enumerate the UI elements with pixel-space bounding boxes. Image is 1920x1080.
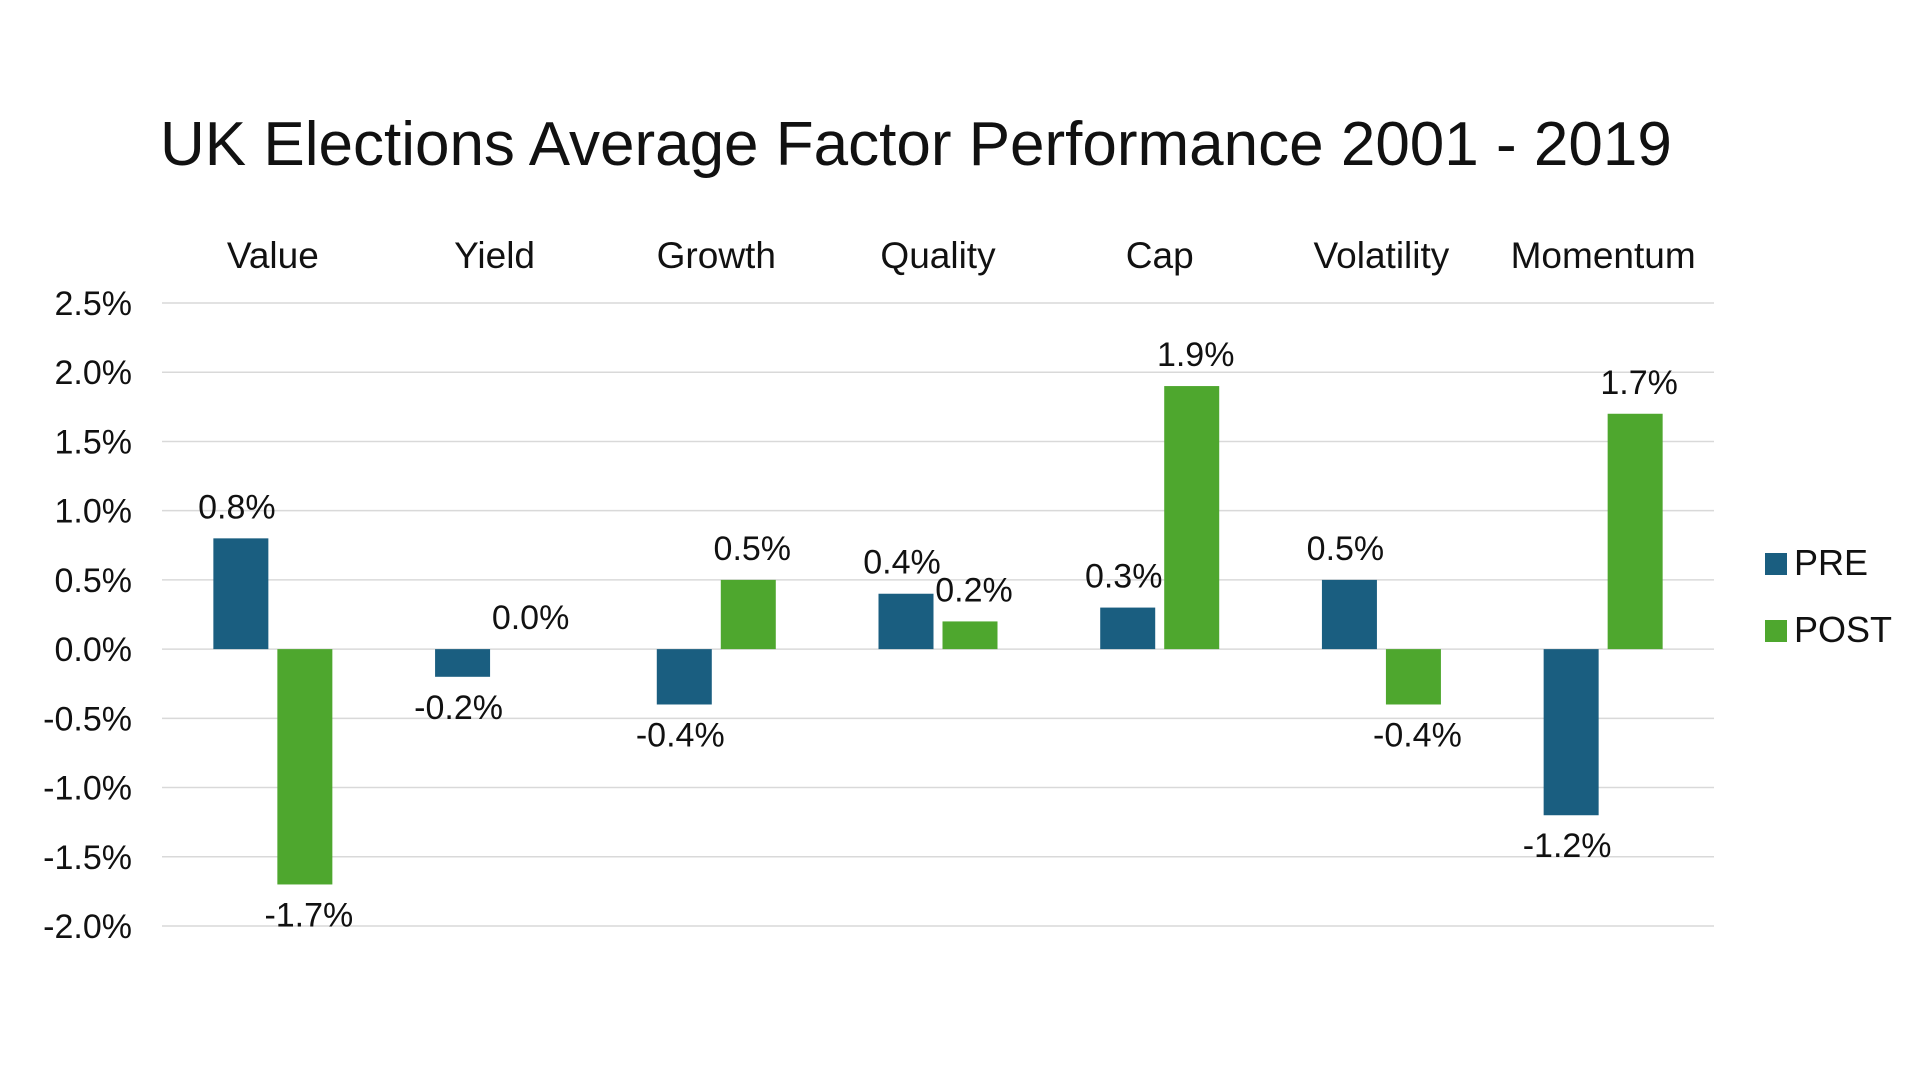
- bar-pre-yield: [435, 649, 491, 677]
- bar-post-volatility: [1385, 649, 1441, 705]
- category-label: Yield: [454, 235, 535, 276]
- legend-swatch-post: [1765, 620, 1787, 642]
- category-label: Value: [227, 235, 319, 276]
- legend-swatch-pre: [1765, 553, 1787, 575]
- data-label: 0.2%: [935, 571, 1013, 609]
- category-labels: Value Yield Growth Quality Cap Volatility Mome…: [227, 235, 1696, 276]
- bar-pre-cap: [1100, 607, 1156, 650]
- bar-post-cap: [1164, 386, 1220, 650]
- bar-pre-growth: [656, 649, 712, 705]
- category-label: Volatility: [1314, 235, 1450, 276]
- y-tick-label: -0.5%: [43, 700, 132, 738]
- data-label: -0.4%: [636, 716, 725, 754]
- data-label: -0.4%: [1373, 716, 1462, 754]
- data-label: -0.2%: [414, 689, 503, 727]
- data-labels: 0.8% -0.2% -0.4% 0.4% 0.3% 0.5% -1.2% -1.7% 0.0%…: [198, 336, 1678, 934]
- y-tick-label: 2.5%: [55, 285, 133, 323]
- data-label: 0.5%: [714, 530, 792, 568]
- y-tick-label: -1.5%: [43, 839, 132, 877]
- data-label: 1.9%: [1157, 336, 1235, 374]
- data-label: 1.7%: [1600, 364, 1678, 402]
- y-tick-label: 0.0%: [55, 631, 133, 669]
- data-label: 0.4%: [863, 544, 941, 582]
- bar-pre-value: [213, 538, 269, 650]
- bar-post-momentum: [1607, 413, 1663, 650]
- legend-label-pre: PRE: [1794, 542, 1868, 583]
- category-label: Momentum: [1511, 235, 1696, 276]
- bars: [213, 386, 1663, 885]
- y-tick-label: 2.0%: [55, 354, 133, 392]
- data-label: 0.0%: [492, 599, 570, 637]
- data-label: 0.5%: [1307, 530, 1385, 568]
- legend-label-post: POST: [1794, 609, 1892, 650]
- gridlines: [162, 302, 1714, 927]
- chart-title: UK Elections Average Factor Performance …: [160, 110, 1672, 179]
- data-label: -1.2%: [1523, 827, 1612, 865]
- y-tick-label: 1.0%: [55, 493, 133, 531]
- bar-post-growth: [720, 579, 776, 650]
- bar-pre-momentum: [1543, 649, 1599, 816]
- y-axis-ticks: 2.5% 2.0% 1.5% 1.0% 0.5% 0.0% -0.5% -1.0% -1.5% -…: [43, 285, 132, 946]
- bar-post-value: [277, 649, 333, 885]
- bar-pre-quality: [878, 593, 934, 650]
- y-tick-label: 0.5%: [55, 562, 133, 600]
- data-label: 0.3%: [1085, 558, 1163, 596]
- data-label: -1.7%: [264, 896, 353, 934]
- bar-pre-volatility: [1321, 579, 1377, 650]
- y-tick-label: 1.5%: [55, 423, 133, 461]
- category-label: Growth: [657, 235, 776, 276]
- y-tick-label: -2.0%: [43, 908, 132, 946]
- category-label: Quality: [880, 235, 996, 276]
- category-label: Cap: [1126, 235, 1194, 276]
- y-tick-label: -1.0%: [43, 770, 132, 808]
- bar-post-quality: [942, 621, 998, 650]
- legend: PRE POST: [1765, 542, 1892, 650]
- data-label: 0.8%: [198, 488, 276, 526]
